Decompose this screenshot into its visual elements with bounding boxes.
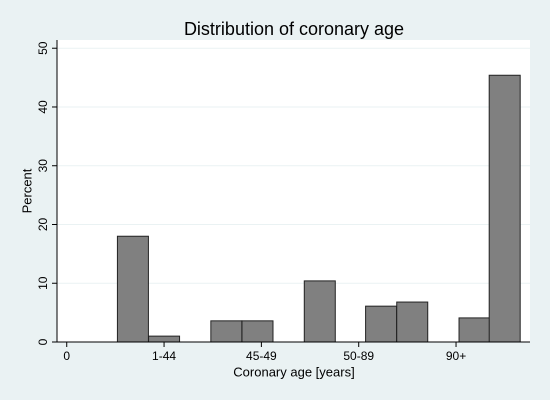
y-tick-label: 10 [36, 276, 50, 290]
y-tick-label: 0 [36, 338, 50, 345]
chart-title: Distribution of coronary age [184, 19, 404, 39]
x-tick-label: 50-89 [343, 349, 374, 363]
bar [488, 74, 521, 343]
y-tick-label: 50 [36, 41, 50, 55]
x-axis-label: Coronary age [years] [233, 364, 354, 379]
x-tick-label: 1-44 [152, 349, 176, 363]
y-axis-label: Percent [19, 168, 34, 213]
bar [365, 305, 398, 343]
bar [458, 317, 491, 343]
bar [210, 320, 243, 343]
bar [303, 280, 336, 343]
y-tick-label: 40 [36, 100, 50, 114]
bar [241, 320, 274, 343]
bar [396, 301, 429, 343]
y-tick-label: 30 [36, 159, 50, 173]
x-tick-label: 90+ [446, 349, 466, 363]
bar [116, 235, 149, 343]
x-tick-label: 0 [63, 349, 70, 363]
x-tick-label: 45-49 [246, 349, 277, 363]
bar [148, 335, 181, 343]
y-tick-label: 20 [36, 217, 50, 231]
